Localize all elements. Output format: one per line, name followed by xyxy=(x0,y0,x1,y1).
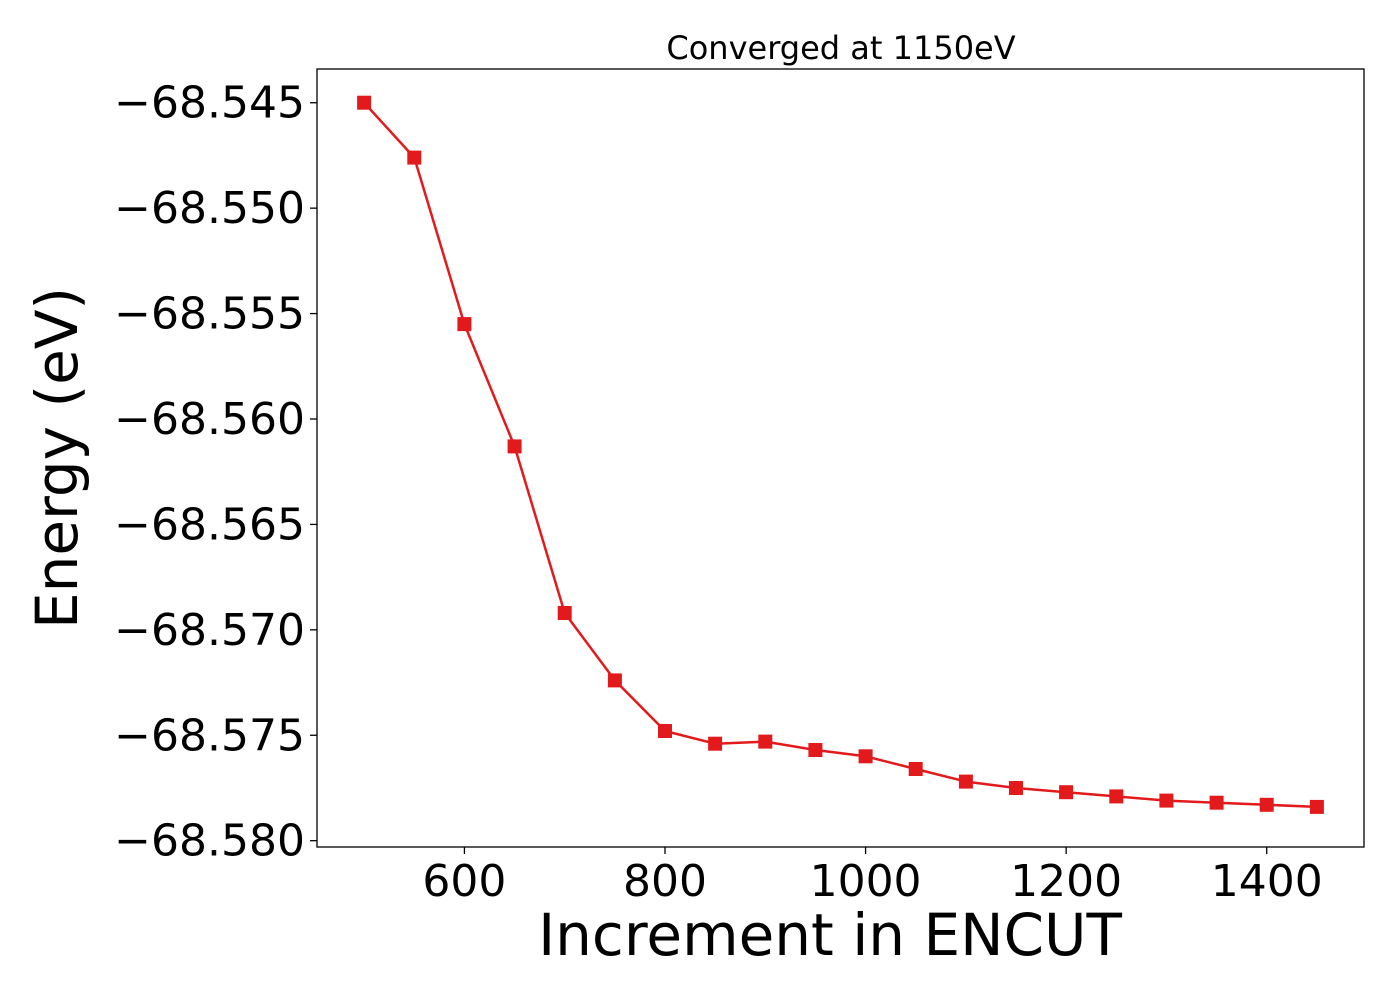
series-line xyxy=(363,101,1317,809)
x-tick-label: 1200 xyxy=(1010,856,1122,907)
chart-title: Converged at 1150eV xyxy=(666,29,1015,67)
data-point-marker xyxy=(958,774,973,789)
data-point-marker xyxy=(1109,789,1124,804)
data-point-marker xyxy=(1009,781,1023,795)
y-tick-label: −68.550 xyxy=(114,183,305,234)
y-tick-label: −68.575 xyxy=(114,710,305,761)
data-point-marker xyxy=(858,749,873,764)
data-point-marker xyxy=(1059,785,1074,800)
y-axis-ticks: −68.545 −68.550 −68.555 −68.560 −68.565 −68.5… xyxy=(114,78,317,867)
y-tick-label: −68.555 xyxy=(114,289,305,340)
x-axis-ticks: 600 800 1000 1200 1400 xyxy=(422,847,1323,907)
y-axis-title: Energy (eV) xyxy=(23,287,91,629)
data-point-marker xyxy=(1159,793,1174,808)
data-point-marker xyxy=(658,724,672,738)
plot-frame xyxy=(316,68,1365,848)
x-tick-label: 1400 xyxy=(1211,856,1323,907)
y-tick-label: −68.580 xyxy=(114,816,305,867)
data-point-marker xyxy=(708,736,723,751)
data-point-marker xyxy=(808,743,823,757)
data-point-marker xyxy=(557,606,572,620)
x-tick-label: 600 xyxy=(422,856,506,907)
series-layer xyxy=(357,95,1324,814)
x-tick-label: 800 xyxy=(623,856,707,907)
x-axis-title: Increment in ENCUT xyxy=(538,901,1122,969)
data-point-marker xyxy=(1259,797,1274,812)
data-point-marker xyxy=(457,317,472,332)
data-point-marker xyxy=(908,762,923,776)
data-point-marker xyxy=(607,673,622,688)
data-point-marker xyxy=(357,95,372,110)
data-point-marker xyxy=(1309,799,1324,814)
y-tick-label: −68.570 xyxy=(114,605,305,656)
data-point-marker xyxy=(1209,795,1224,810)
data-point-marker xyxy=(758,734,773,749)
data-point-marker xyxy=(407,150,422,165)
data-point-marker xyxy=(507,439,522,454)
y-tick-label: −68.545 xyxy=(114,78,305,129)
y-tick-label: −68.560 xyxy=(114,394,305,445)
y-tick-label: −68.565 xyxy=(114,499,305,550)
x-tick-label: 1000 xyxy=(810,856,922,907)
